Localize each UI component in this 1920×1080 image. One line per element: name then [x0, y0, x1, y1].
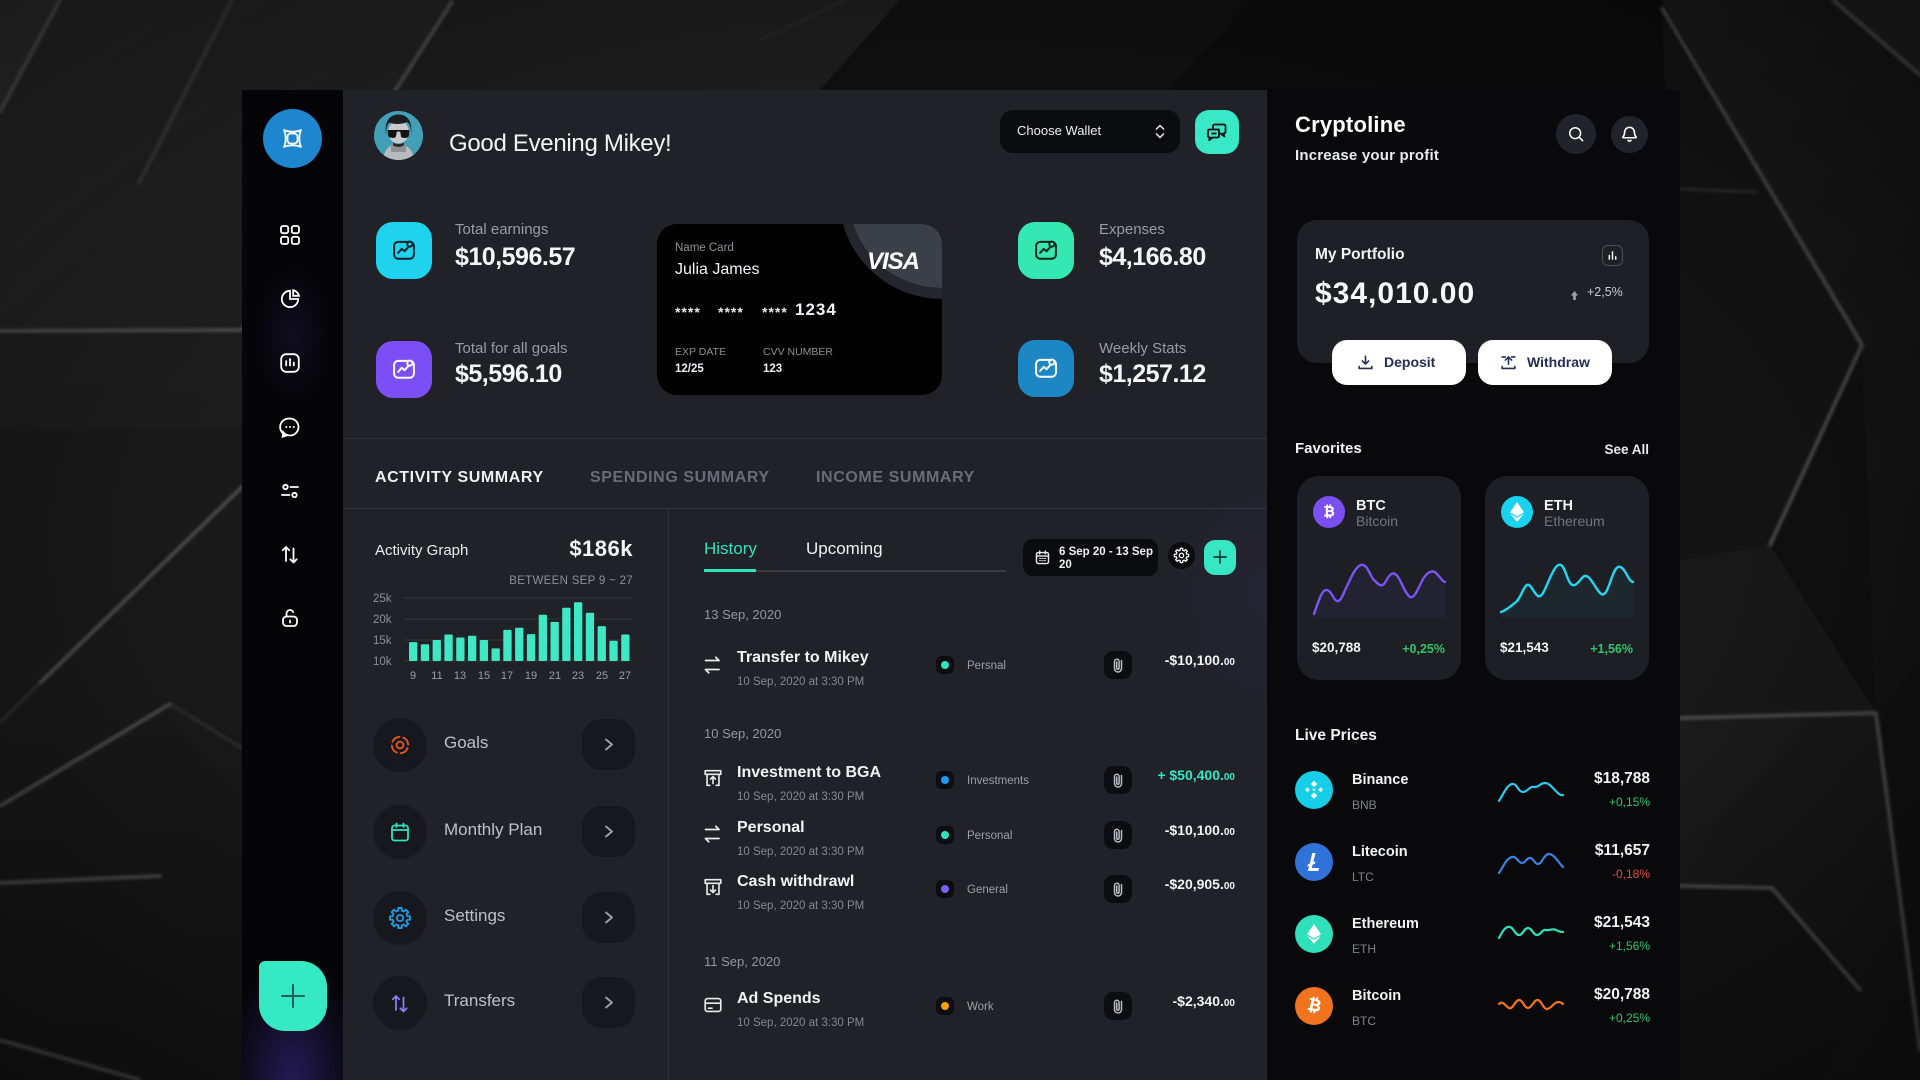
svg-text:23: 23 — [572, 670, 584, 682]
svg-text:17: 17 — [501, 670, 513, 682]
svg-text:25: 25 — [596, 670, 608, 682]
svg-text:21: 21 — [549, 670, 561, 682]
svg-text:27: 27 — [619, 670, 631, 682]
svg-text:9: 9 — [410, 670, 416, 682]
svg-text:10k: 10k — [373, 656, 392, 668]
svg-text:13: 13 — [454, 670, 466, 682]
svg-text:19: 19 — [525, 670, 537, 682]
svg-text:20k: 20k — [373, 614, 392, 626]
svg-text:15k: 15k — [373, 635, 392, 647]
svg-text:11: 11 — [431, 670, 442, 682]
svg-text:15: 15 — [478, 670, 490, 682]
svg-text:25k: 25k — [373, 593, 392, 605]
